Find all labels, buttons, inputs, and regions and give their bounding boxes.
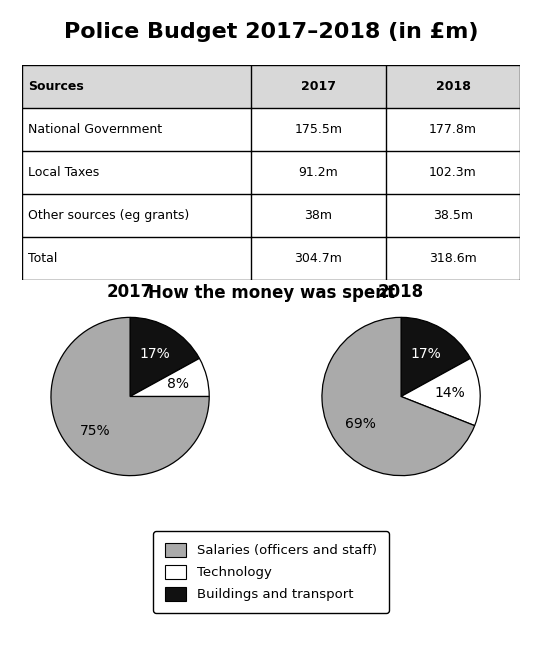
FancyBboxPatch shape bbox=[22, 65, 520, 108]
Text: 38.5m: 38.5m bbox=[433, 209, 473, 222]
Text: Sources: Sources bbox=[28, 80, 83, 93]
Title: 2017: 2017 bbox=[107, 283, 153, 301]
Wedge shape bbox=[130, 358, 209, 396]
Text: 17%: 17% bbox=[411, 347, 441, 361]
Text: How the money was spent: How the money was spent bbox=[147, 283, 395, 302]
Text: Police Budget 2017–2018 (in £m): Police Budget 2017–2018 (in £m) bbox=[64, 23, 478, 42]
Title: 2018: 2018 bbox=[378, 283, 424, 301]
Legend: Salaries (officers and staff), Technology, Buildings and transport: Salaries (officers and staff), Technolog… bbox=[153, 531, 389, 613]
Wedge shape bbox=[322, 317, 475, 476]
Text: 17%: 17% bbox=[140, 347, 170, 361]
Text: 8%: 8% bbox=[166, 377, 189, 391]
Text: 175.5m: 175.5m bbox=[294, 123, 343, 136]
Text: 75%: 75% bbox=[80, 424, 111, 438]
Text: 91.2m: 91.2m bbox=[299, 166, 338, 179]
Text: 102.3m: 102.3m bbox=[429, 166, 477, 179]
Text: Other sources (eg grants): Other sources (eg grants) bbox=[28, 209, 189, 222]
Text: 14%: 14% bbox=[435, 386, 466, 400]
Text: Local Taxes: Local Taxes bbox=[28, 166, 99, 179]
Text: National Government: National Government bbox=[28, 123, 162, 136]
Text: 177.8m: 177.8m bbox=[429, 123, 477, 136]
Wedge shape bbox=[401, 358, 480, 426]
Text: 304.7m: 304.7m bbox=[294, 252, 343, 265]
Text: 318.6m: 318.6m bbox=[429, 252, 477, 265]
Wedge shape bbox=[401, 317, 470, 396]
Text: Total: Total bbox=[28, 252, 57, 265]
Text: 38m: 38m bbox=[305, 209, 332, 222]
Text: 2017: 2017 bbox=[301, 80, 336, 93]
Wedge shape bbox=[51, 317, 209, 476]
Text: 2018: 2018 bbox=[436, 80, 470, 93]
Text: 69%: 69% bbox=[345, 417, 376, 431]
Wedge shape bbox=[130, 317, 199, 396]
